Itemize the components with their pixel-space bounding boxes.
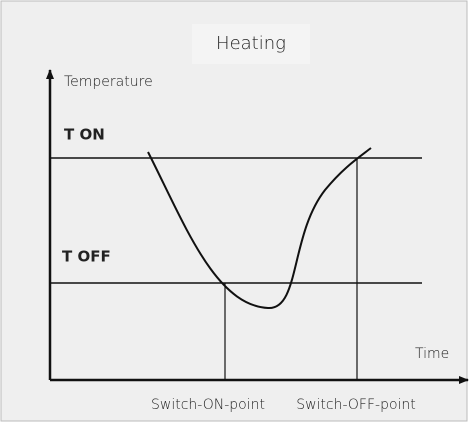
t-off-label: T OFF	[62, 248, 111, 266]
x-axis-label: Time	[415, 346, 449, 362]
switch-on-label: Switch-ON-point	[151, 397, 265, 413]
title-box	[192, 24, 310, 64]
title: Heating	[216, 33, 286, 54]
t-on-label: T ON	[64, 126, 105, 144]
y-axis-label: Temperature	[64, 74, 153, 90]
temperature-curve	[147, 147, 372, 310]
switch-off-label: Switch-OFF-point	[296, 397, 416, 413]
